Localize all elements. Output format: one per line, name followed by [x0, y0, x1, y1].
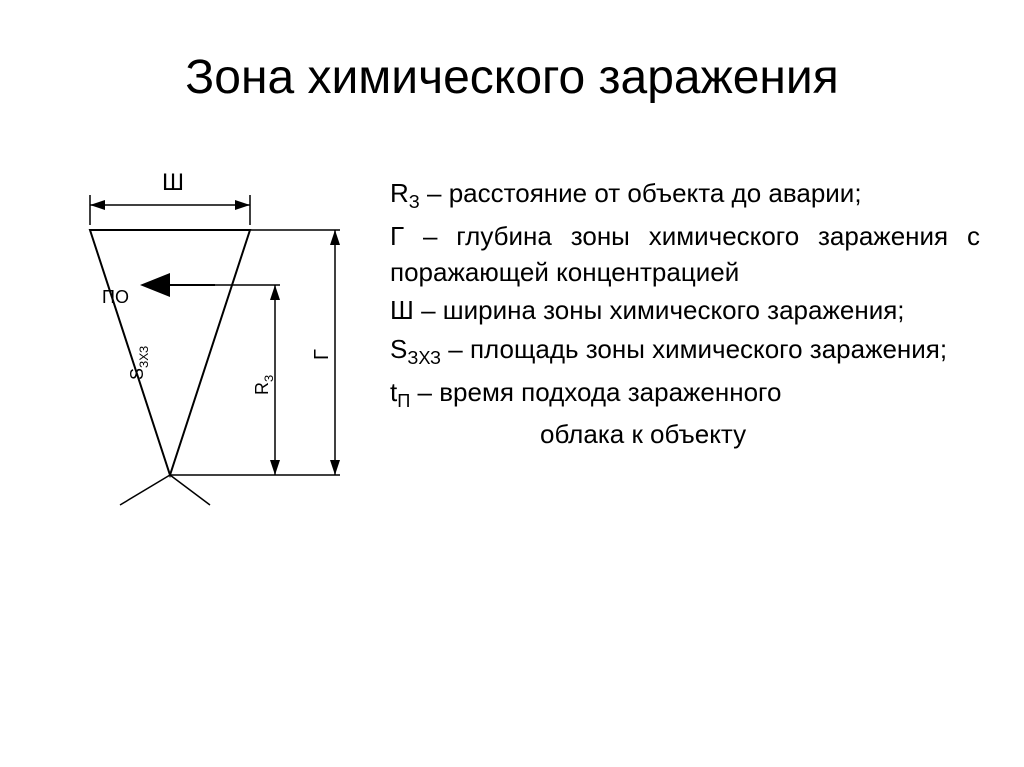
page-title: Зона химического заражения [0, 50, 1024, 105]
legend: RЗ – расстояние от объекта до аварии; Г … [390, 175, 980, 455]
zone-diagram: Ш ПО SЗХЗ RЗ [50, 155, 360, 515]
legend-continuation: облака к объекту [540, 416, 980, 452]
po-label: ПО [102, 287, 129, 307]
szxz-label: SЗХЗ [127, 346, 151, 380]
depth-label: Г [311, 349, 333, 360]
legend-item: RЗ – расстояние от объекта до аварии; [390, 175, 980, 216]
rz-label: RЗ [252, 375, 276, 395]
legend-item: Г – глубина зоны химического заражения с… [390, 218, 980, 291]
legend-item: SЗХЗ – площадь зоны химического заражени… [390, 331, 980, 372]
legend-item: tП – время подхода зараженного [390, 374, 980, 415]
width-label: Ш [162, 169, 184, 196]
legend-item: Ш – ширина зоны химического заражения; [390, 292, 980, 328]
